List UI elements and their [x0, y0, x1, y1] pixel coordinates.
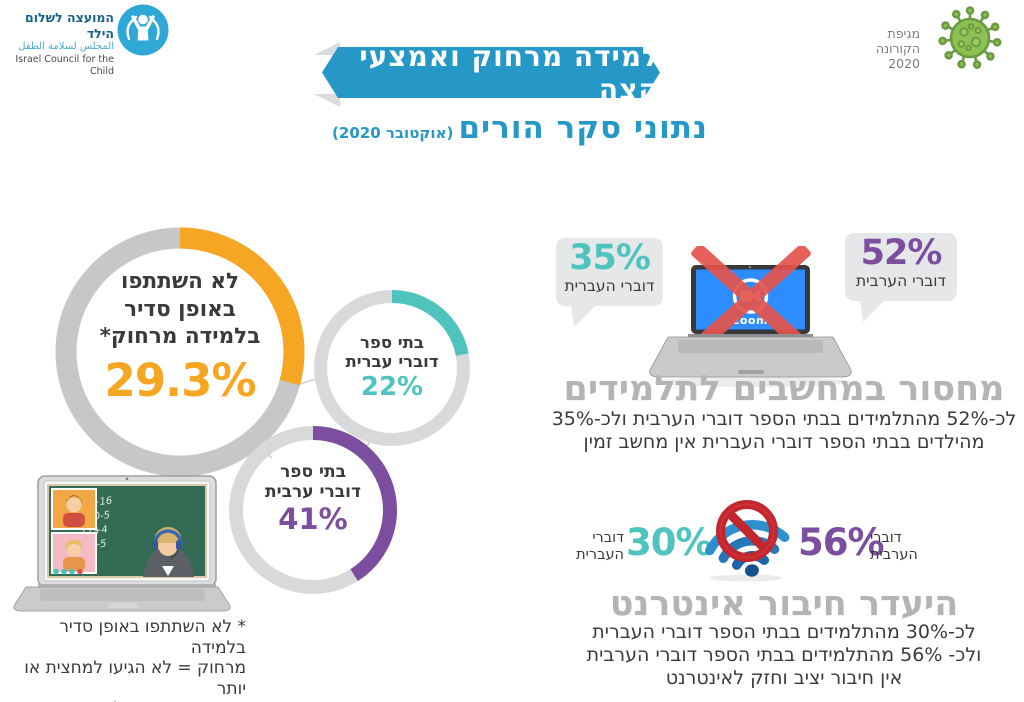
teacher-illustration — [143, 527, 194, 577]
hebrew-donut-label-line1: בתי ספר — [360, 333, 424, 352]
main-donut-label-line3: בלמידה מרחוק* — [99, 324, 261, 349]
computers-section-heading: מחסור במחשבים לתלמידים — [563, 369, 1005, 409]
arabic-label-line2: הערבית — [870, 546, 918, 563]
internet-stat-arabic-value: 56% — [798, 521, 885, 564]
bubble-35-label: דוברי העברית — [564, 277, 655, 295]
speech-bubble-arabic-52: 52% דוברי הערבית — [845, 233, 957, 301]
coronavirus-icon — [938, 6, 1002, 69]
computers-section-body: לכ-52% מהתלמידים בבתי הספר דוברי הערבית … — [545, 408, 1023, 454]
computers-body-line2: מהילדים בבתי הספר דוברי העברית אין מחשב … — [583, 431, 985, 453]
main-donut-arc — [55, 227, 305, 477]
page-title: למידה מרחוק ואמצעי קצה — [359, 39, 660, 106]
internet-body-line3: אין חיבור יציב וחזק לאינטרנט — [665, 667, 903, 689]
hebrew-label-line2: העברית — [576, 546, 624, 563]
council-name-english: Israel Council for the Child — [15, 53, 114, 77]
online-class-laptop-illustration: 25+16 20-5 17+4 18-5 — [13, 475, 231, 612]
council-logo-icon — [117, 4, 169, 56]
speech-bubble-hebrew-35: 35% דוברי העברית — [556, 238, 663, 306]
subtitle-date: (אוקטובר 2020) — [332, 124, 454, 142]
hebrew-donut-arc — [314, 290, 470, 446]
internet-body-line2: ולכ- 56% מהתלמידים בבתי הספר דוברי הערבי… — [586, 644, 982, 666]
arabic-donut-value: 41% — [278, 502, 348, 536]
no-zoom-laptop-illustration: zoom — [649, 246, 852, 387]
hebrew-donut-value: 22% — [360, 372, 424, 402]
council-name-hebrew: המועצה לשלום הילד — [25, 10, 114, 41]
arabic-donut-label: בתי ספר דוברי ערבית 41% — [248, 462, 378, 536]
curved-section-title: השתתפות בלמידה מרחוק — [0, 170, 12, 178]
no-wifi-icon — [705, 500, 790, 582]
council-logo-text: המועצה לשלום הילד المجلس لسلامة الطفل Is… — [4, 10, 114, 78]
hebrew-donut-label: בתי ספר דוברי עברית 22% — [330, 333, 454, 402]
internet-stat-hebrew-value: 30% — [626, 521, 713, 564]
internet-stat-hebrew-label: דוברי העברית — [568, 530, 624, 563]
arabic-donut-label-line1: בתי ספר — [280, 462, 346, 482]
page-subtitle: נתוני סקר הורים (אוקטובר 2020) — [330, 110, 710, 146]
computers-body-line1: לכ-52% מהתלמידים בבתי הספר דוברי הערבית … — [551, 408, 1017, 430]
student-video-tiles — [51, 488, 97, 574]
corona-badge-line3: 2020 — [888, 56, 920, 71]
arabic-donut-arc — [229, 426, 397, 594]
footnote: * לא השתתפו באופן סדיר בלמידה מרחוק = לא… — [6, 617, 246, 702]
bubble-35-value: 35% — [569, 238, 651, 278]
corona-badge-line1: מגיפת — [887, 26, 920, 41]
ban-symbol — [716, 500, 778, 562]
corona-badge-line2: הקורונה — [875, 41, 920, 56]
main-donut-label-line2: באופן סדיר — [124, 296, 236, 322]
red-cross-icon — [691, 246, 811, 353]
subtitle-text: נתוני סקר הורים — [458, 110, 708, 146]
internet-section-heading: היעדר חיבור אינטרנט — [609, 584, 959, 624]
footnote-line1: * לא השתתפו באופן סדיר בלמידה — [59, 617, 246, 658]
banner-fold-bottom — [314, 94, 340, 107]
bubble-52-label: דוברי הערבית — [856, 272, 946, 290]
call-control-dots — [53, 568, 83, 575]
bubble-52-value: 52% — [860, 233, 943, 273]
page-title-banner: למידה מרחוק ואמצעי קצה — [322, 47, 660, 98]
zoom-wordmark: zoom — [733, 314, 768, 327]
internet-section-body: לכ-30% מהתלמידים בבתי הספר דוברי העברית … — [545, 621, 1023, 690]
council-name-arabic: المجلس لسلامة الطفل — [18, 41, 114, 53]
main-donut-label: לא השתתפו באופן סדיר בלמידה מרחוק* 29.3% — [78, 268, 282, 404]
arabic-label-line1: דוברי — [870, 530, 902, 546]
internet-stat-arabic-label: דוברי הערבית — [870, 530, 930, 563]
corona-badge-text: מגיפת הקורונה 2020 — [868, 26, 920, 71]
footnote-line3: מהשיעורים, או שלא התקיימה — [6, 699, 246, 702]
main-donut-value: 29.3% — [104, 353, 256, 407]
hebrew-label-line1: דוברי — [592, 530, 624, 546]
footnote-line2: מרחוק = לא הגיעו למחצית או יותר — [24, 658, 246, 699]
main-donut-label-line1: לא השתתפו — [120, 269, 240, 294]
internet-body-line1: לכ-30% מהתלמידים בבתי הספר דוברי העברית — [592, 621, 976, 643]
arabic-donut-label-line2: דוברי ערבית — [265, 481, 361, 502]
participation-donut-chart: השתתפות בלמידה מרחוק — [0, 170, 470, 594]
hebrew-donut-label-line2: דוברי עברית — [345, 352, 439, 371]
